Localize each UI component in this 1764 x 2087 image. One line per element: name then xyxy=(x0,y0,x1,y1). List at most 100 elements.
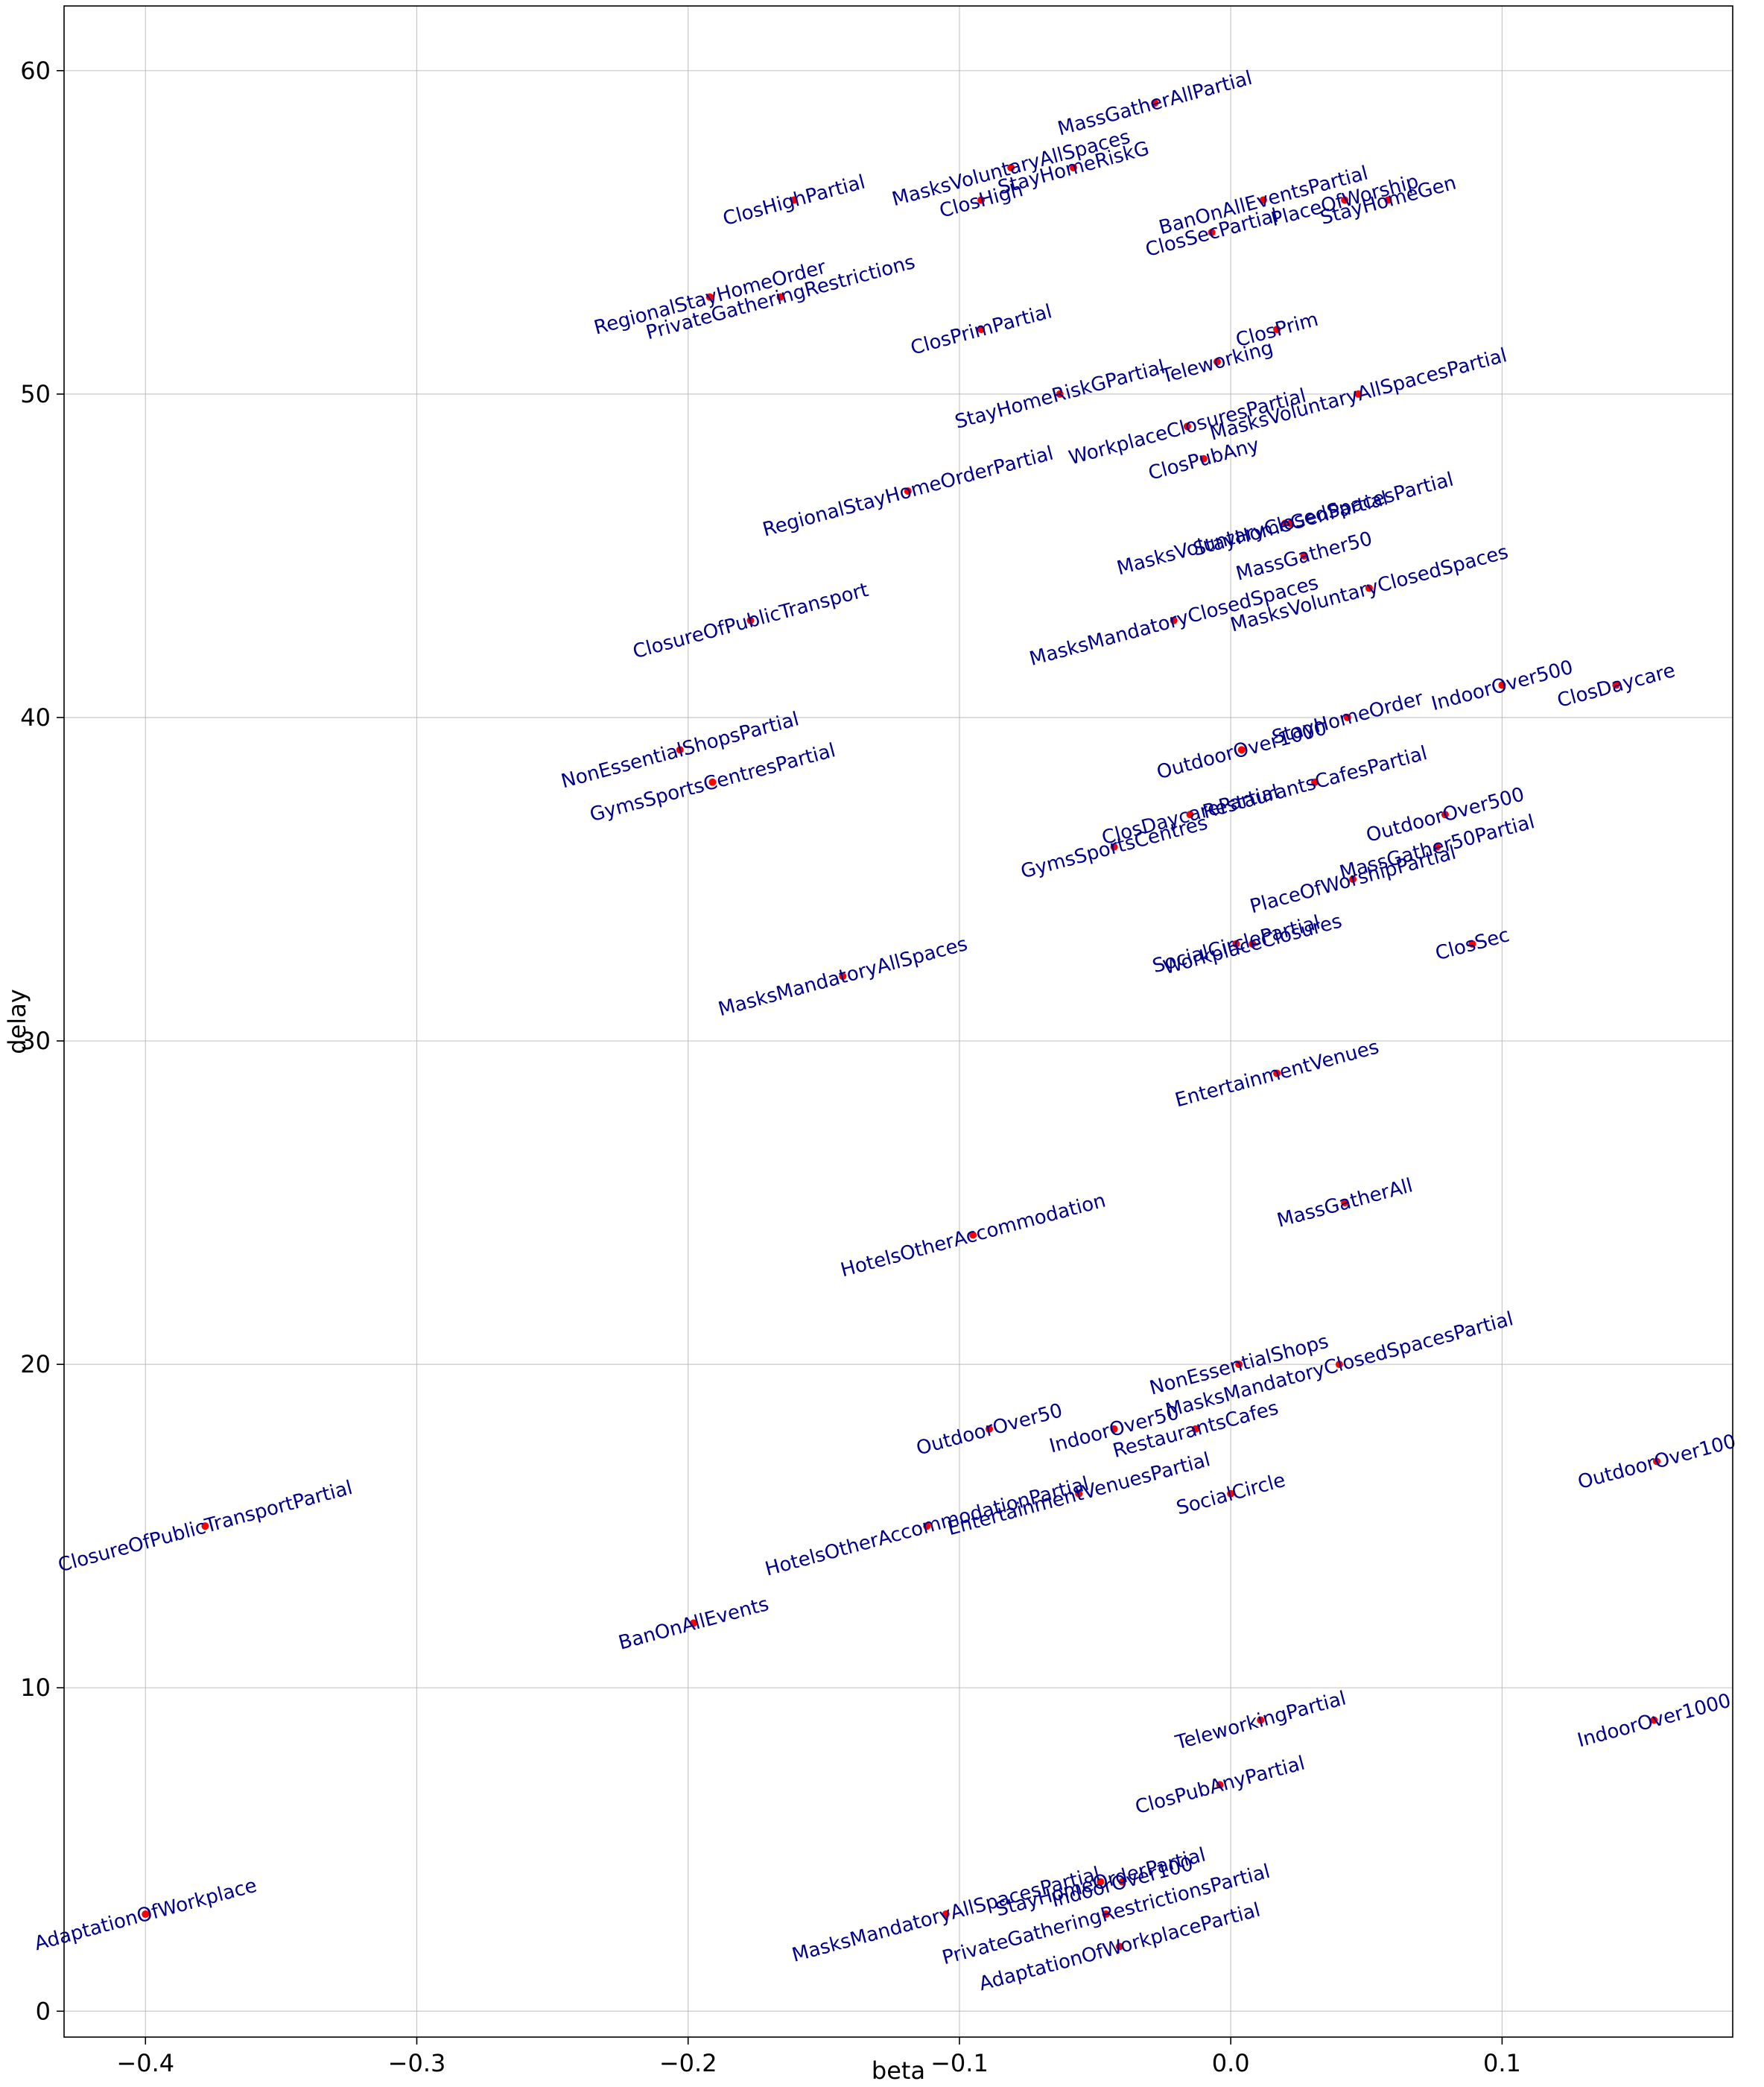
x-tick-label: −0.3 xyxy=(388,2049,446,2077)
data-labels: MassGatherAllPartialMasksVoluntaryAllSpa… xyxy=(32,67,1739,1995)
data-point xyxy=(1191,1425,1199,1433)
x-tick-label: 0.1 xyxy=(1483,2049,1521,2077)
data-point xyxy=(1249,940,1257,948)
data-point xyxy=(1075,1489,1083,1498)
data-label: MassGatherAllPartial xyxy=(1056,67,1254,141)
axis-ticks: −0.4 −0.3 −0.2 −0.1 0.0 0.1 0 10 20 30 40 50 60 xyxy=(20,57,1521,2077)
data-point xyxy=(1056,390,1064,398)
data-point xyxy=(1110,1425,1118,1433)
data-point xyxy=(1213,358,1221,366)
data-label: ClosSec xyxy=(1433,924,1512,965)
data-label: StayHomeRiskGPartial xyxy=(953,356,1167,434)
data-label: EntertainmentVenues xyxy=(1173,1036,1381,1112)
data-label: EntertainmentVenuesPartial xyxy=(945,1448,1213,1540)
data-point xyxy=(708,778,717,786)
data-point xyxy=(1227,1489,1235,1498)
data-label: IndoorOver1000 xyxy=(1575,1690,1733,1752)
data-point xyxy=(705,293,714,301)
data-point xyxy=(1115,1942,1123,1951)
data-point xyxy=(1183,422,1191,431)
data-point xyxy=(1151,99,1159,107)
grid-lines xyxy=(64,6,1733,2037)
data-point xyxy=(1102,1910,1110,1919)
data-point xyxy=(1237,746,1246,754)
plot-frame xyxy=(63,5,1733,2038)
data-label: ClosureOfPublicTransport xyxy=(630,579,871,663)
data-point xyxy=(746,616,755,624)
x-tick-label: −0.4 xyxy=(116,2049,174,2077)
data-point xyxy=(839,972,847,981)
data-point xyxy=(1653,1457,1661,1466)
data-point xyxy=(904,487,912,495)
data-label: PlaceOfWorshipPartial xyxy=(1248,842,1459,919)
y-tick-label: 0 xyxy=(36,1997,51,2025)
data-point xyxy=(1170,616,1178,624)
data-point xyxy=(1341,1199,1349,1207)
data-point xyxy=(1097,1878,1105,1886)
data-label: ClosDaycare xyxy=(1555,659,1678,712)
data-point xyxy=(1286,519,1295,528)
y-tick-label: 50 xyxy=(20,380,51,408)
data-point xyxy=(790,196,798,204)
data-point xyxy=(776,293,784,301)
data-point xyxy=(1498,681,1506,689)
data-point xyxy=(1069,164,1077,172)
data-point xyxy=(1468,940,1476,948)
data-point xyxy=(1110,843,1118,851)
data-point xyxy=(977,326,986,334)
x-axis-label: beta xyxy=(872,2056,925,2085)
data-point xyxy=(969,1231,977,1239)
data-point xyxy=(1199,455,1208,463)
data-point xyxy=(1007,164,1015,172)
data-label: HotelsOtherAccommodationPartial xyxy=(763,1473,1091,1581)
y-tick-label: 40 xyxy=(20,703,51,732)
data-label: MasksMandatoryAllSpaces xyxy=(716,933,970,1021)
data-point xyxy=(1259,196,1267,204)
data-label: ClosHighPartial xyxy=(720,171,867,231)
data-point xyxy=(1273,326,1281,334)
x-tick-label: −0.2 xyxy=(659,2049,717,2077)
data-label: Teleworking xyxy=(1158,337,1275,388)
data-point xyxy=(201,1522,209,1530)
data-point xyxy=(923,1522,931,1530)
x-tick-label: 0.0 xyxy=(1212,2049,1250,2077)
data-point xyxy=(1354,390,1362,398)
data-label: TeleworkingPartial xyxy=(1173,1688,1348,1755)
data-label: ClosureOfPublicTransportPartial xyxy=(56,1477,355,1577)
data-point xyxy=(942,1910,950,1919)
data-point xyxy=(1612,681,1620,689)
data-point xyxy=(1441,811,1449,819)
y-axis-label: delay xyxy=(3,989,31,1054)
data-label: MassGatherAll xyxy=(1275,1174,1415,1232)
data-point xyxy=(690,1619,698,1627)
data-label: OutdoorOver100 xyxy=(1576,1431,1739,1494)
data-label: GymsSportsCentres xyxy=(1018,812,1210,884)
data-point xyxy=(1384,196,1392,204)
data-point xyxy=(1273,1069,1281,1077)
data-point xyxy=(142,1910,150,1919)
y-tick-label: 10 xyxy=(20,1673,51,1702)
data-point xyxy=(1118,1878,1126,1886)
data-label: BanOnAllEvents xyxy=(616,1593,771,1655)
data-point xyxy=(1335,1361,1343,1369)
data-label: HotelsOtherAccommodation xyxy=(838,1189,1108,1282)
data-label: OutdoorOver50 xyxy=(914,1399,1065,1460)
data-point xyxy=(1365,584,1373,592)
data-point xyxy=(986,1425,994,1433)
data-point xyxy=(1343,713,1351,721)
data-point xyxy=(1257,1716,1265,1724)
data-point xyxy=(1235,1361,1243,1369)
data-point xyxy=(676,746,684,754)
y-tick-label: 20 xyxy=(20,1350,51,1378)
data-point xyxy=(1341,196,1349,204)
y-tick-label: 30 xyxy=(20,1027,51,1055)
data-point xyxy=(1208,228,1216,236)
data-point xyxy=(1281,519,1289,528)
data-point xyxy=(1433,843,1441,851)
x-tick-label: −0.1 xyxy=(930,2049,989,2077)
data-label: ClosPubAnyPartial xyxy=(1133,1752,1307,1820)
data-point xyxy=(1349,875,1357,884)
data-label: ClosPrimPartial xyxy=(908,300,1054,359)
data-point xyxy=(1232,940,1240,948)
